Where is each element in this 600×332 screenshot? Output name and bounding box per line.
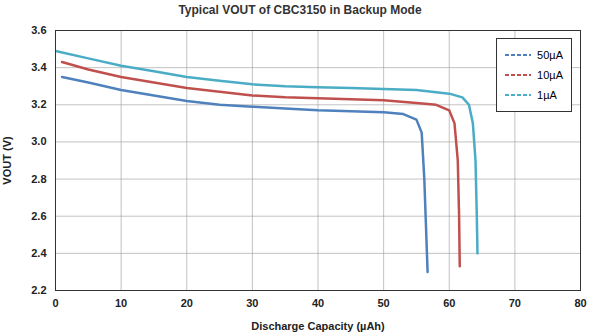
svg-text:3.6: 3.6 <box>31 24 46 36</box>
html-text:10µA: 10µA <box>537 69 563 81</box>
svg-text:2.2: 2.2 <box>31 284 46 296</box>
svg-text:3.2: 3.2 <box>31 98 46 110</box>
svg-text:60: 60 <box>443 297 455 309</box>
svg-text:2.8: 2.8 <box>31 173 46 185</box>
svg-text:3.4: 3.4 <box>31 61 47 73</box>
svg-text:2.4: 2.4 <box>31 247 47 259</box>
svg-text:VOUT (V): VOUT (V) <box>1 136 13 185</box>
svg-text:2.6: 2.6 <box>31 210 46 222</box>
svg-text:50: 50 <box>378 297 390 309</box>
svg-text:80: 80 <box>574 297 586 309</box>
svg-text:30: 30 <box>246 297 258 309</box>
svg-text:3.0: 3.0 <box>31 135 46 147</box>
svg-text:20: 20 <box>181 297 193 309</box>
html-text:Typical VOUT of CBC3150 in Bac: Typical VOUT of CBC3150 in Backup Mode <box>178 3 422 17</box>
svg-text:10: 10 <box>115 297 127 309</box>
svg-text:Discharge Capacity (µAh): Discharge Capacity (µAh) <box>251 320 385 332</box>
html-text:50µA: 50µA <box>537 49 563 61</box>
svg-text:70: 70 <box>509 297 521 309</box>
html-text:1µA: 1µA <box>537 89 557 101</box>
svg-text:40: 40 <box>312 297 324 309</box>
svg-text:0: 0 <box>52 297 58 309</box>
